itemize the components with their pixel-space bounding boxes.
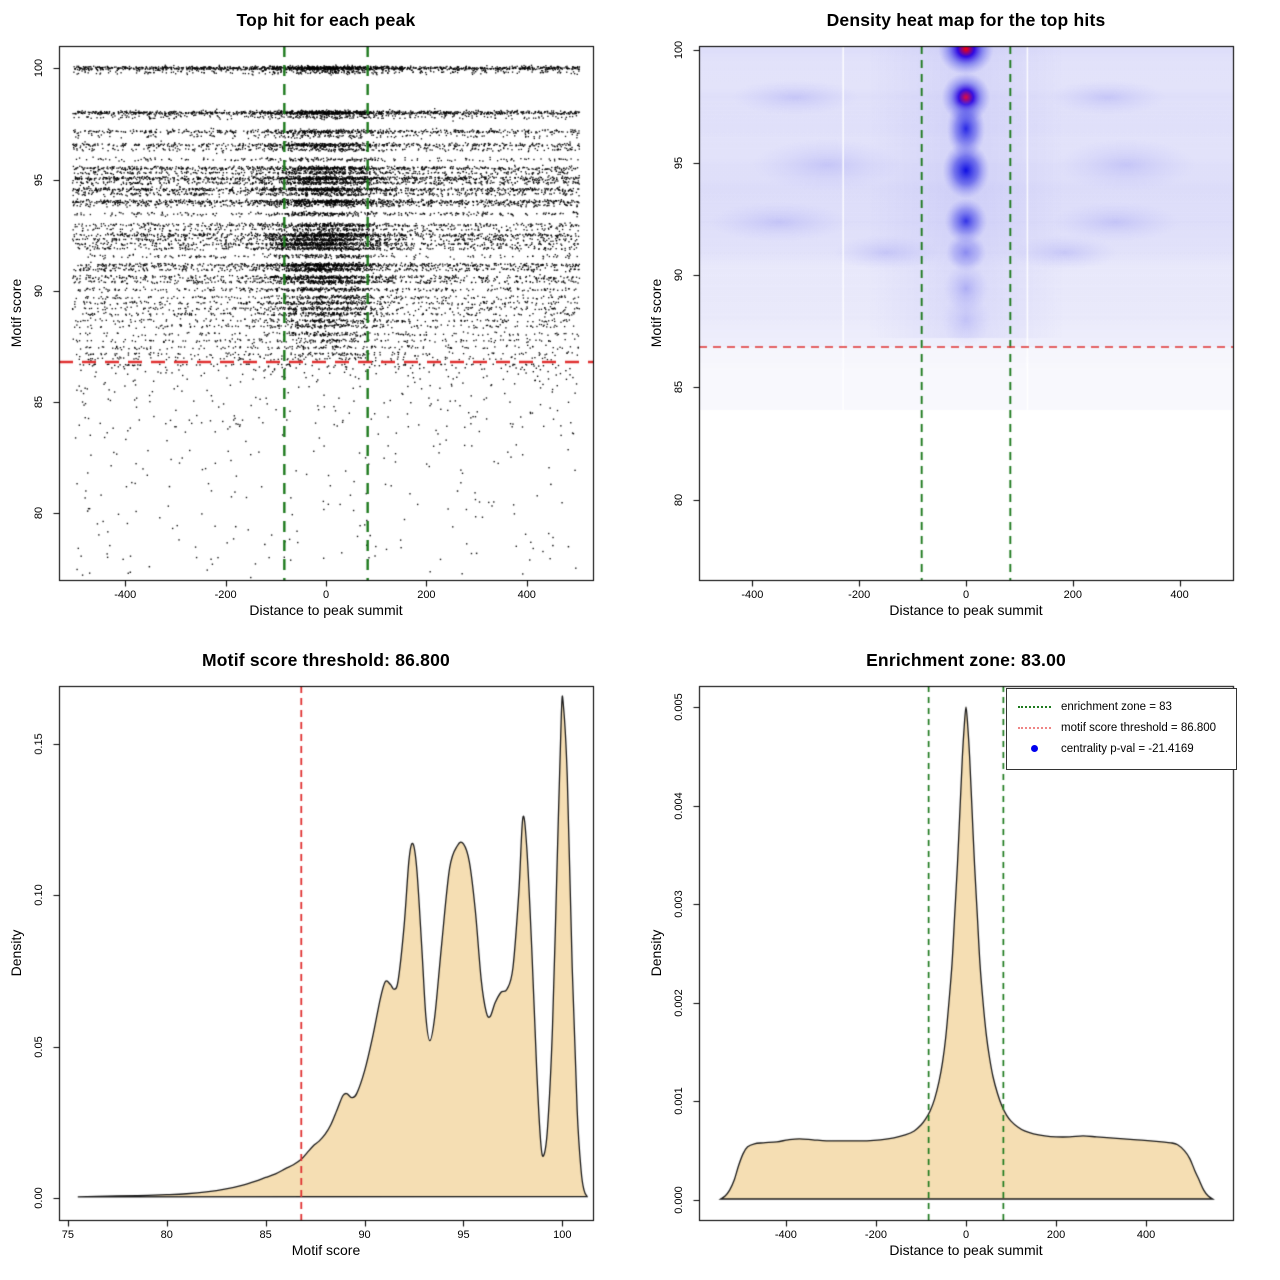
legend-row-centrality-pval: centrality p-val = -21.4169: [1007, 738, 1236, 759]
y-axis-label: Motif score: [648, 278, 664, 348]
x-tick-label: 400: [1136, 1229, 1156, 1241]
y-tick-label: 0.00: [33, 1187, 45, 1209]
legend-label: centrality p-val = -21.4169: [1061, 742, 1194, 755]
motif-score-density-canvas: [0, 640, 640, 1280]
y-tick-label: 85: [673, 381, 685, 394]
x-tick-label: -200: [848, 589, 871, 601]
panel-enrichment-zone-density: Enrichment zone: 83.00 Distance to peak …: [640, 640, 1280, 1280]
legend: enrichment zone = 83 motif score thresho…: [1006, 688, 1237, 770]
y-axis-label: Density: [8, 929, 24, 977]
x-tick-label: 0: [962, 1229, 970, 1241]
y-tick-label: 95: [673, 156, 685, 169]
y-axis-label: Motif score: [8, 278, 24, 348]
y-tick-label: 0.004: [673, 791, 685, 820]
panel-title: Motif score threshold: 86.800: [202, 650, 450, 670]
x-axis-label: Distance to peak summit: [889, 602, 1043, 618]
x-tick-label: -400: [774, 1229, 797, 1241]
x-tick-label: 0: [322, 589, 330, 601]
density-heatmap-canvas: [640, 0, 1280, 640]
x-tick-label: 200: [1046, 1229, 1066, 1241]
legend-row-motif-threshold: motif score threshold = 86.800: [1007, 717, 1236, 738]
enrichment-zone-line-symbol: [1018, 705, 1051, 708]
y-axis-label: Density: [648, 929, 664, 977]
legend-label: enrichment zone = 83: [1061, 700, 1172, 713]
y-tick-label: 0.002: [673, 989, 685, 1017]
y-tick-label: 90: [673, 268, 685, 282]
y-tick-label: 0.10: [33, 884, 45, 907]
x-tick-label: 75: [61, 1229, 75, 1241]
y-tick-label: 90: [33, 284, 45, 297]
y-tick-label: 0.05: [33, 1035, 45, 1058]
x-tick-label: -200: [214, 589, 237, 601]
y-tick-label: 0.001: [673, 1087, 685, 1116]
panel-title: Top hit for each peak: [236, 10, 416, 30]
y-tick-label: 85: [33, 395, 45, 409]
x-tick-label: 0: [962, 589, 970, 601]
panel-motif-score-density: Motif score threshold: 86.800 Motif scor…: [0, 640, 640, 1280]
motif-threshold-line-symbol: [1018, 726, 1051, 729]
x-tick-label: -400: [741, 589, 764, 601]
x-tick-label: 85: [259, 1229, 272, 1241]
x-axis-label: Distance to peak summit: [889, 1242, 1043, 1258]
y-tick-label: 0.003: [673, 890, 685, 918]
x-tick-label: 200: [1063, 589, 1082, 601]
panel-top-hit-scatter: Top hit for each peak Distance to peak s…: [0, 0, 640, 640]
x-tick-label: 100: [553, 1229, 572, 1241]
x-tick-label: -400: [114, 589, 137, 601]
x-tick-label: -200: [864, 1229, 887, 1241]
y-tick-label: 100: [673, 40, 685, 60]
panel-density-heatmap: Density heat map for the top hits Distan…: [640, 0, 1280, 640]
y-tick-label: 80: [673, 493, 685, 507]
panel-title: Density heat map for the top hits: [826, 10, 1106, 30]
x-tick-label: 90: [358, 1229, 371, 1241]
y-tick-label: 95: [33, 173, 45, 186]
x-tick-label: 400: [1170, 589, 1189, 601]
y-tick-label: 0.000: [673, 1186, 685, 1214]
x-tick-label: 400: [517, 589, 536, 601]
top-hit-scatter-canvas: [0, 0, 640, 640]
x-tick-label: 200: [417, 589, 436, 601]
y-tick-label: 0.15: [33, 733, 45, 755]
x-axis-label: Distance to peak summit: [249, 602, 403, 618]
centrality-pval-dot-symbol: [1018, 745, 1051, 752]
y-tick-label: 80: [33, 507, 45, 520]
x-tick-label: 80: [160, 1229, 173, 1241]
x-tick-label: 95: [457, 1229, 470, 1241]
y-tick-label: 100: [33, 59, 45, 78]
legend-row-enrichment-zone: enrichment zone = 83: [1007, 696, 1236, 717]
x-axis-label: Motif score: [291, 1242, 361, 1258]
legend-label: motif score threshold = 86.800: [1061, 721, 1217, 734]
panel-title: Enrichment zone: 83.00: [866, 650, 1066, 670]
y-tick-label: 0.005: [673, 693, 685, 721]
